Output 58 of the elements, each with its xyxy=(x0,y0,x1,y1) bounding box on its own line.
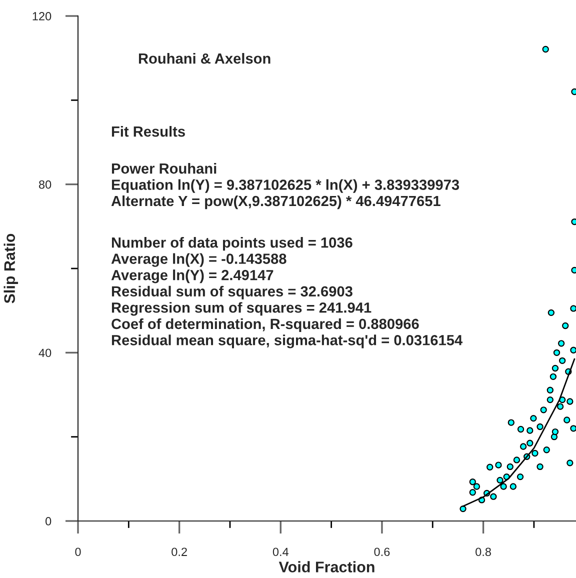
y-tick-label: 120 xyxy=(32,12,52,20)
point xyxy=(546,396,554,404)
point xyxy=(510,483,517,490)
point xyxy=(508,419,514,426)
point xyxy=(566,460,574,466)
point xyxy=(495,462,502,468)
point xyxy=(558,357,566,364)
point xyxy=(536,463,544,470)
y-tick-label: 40 xyxy=(38,348,52,358)
point xyxy=(546,386,554,394)
y-tick-label: 80 xyxy=(38,180,52,189)
point xyxy=(473,483,480,490)
point xyxy=(566,398,574,405)
point xyxy=(500,483,507,490)
point xyxy=(570,346,576,354)
point xyxy=(532,450,538,457)
x-tick-label: 0.4 xyxy=(272,548,289,556)
point xyxy=(558,340,565,347)
annotation: Power Rouhani Equation ln(Y) = 9.387102625 * ln(X) + 3.839339973 Alternate Y = pow(X,9.387102625) * 46.49477651 xyxy=(111,163,460,210)
point xyxy=(552,428,559,436)
x-tick-label: 0.6 xyxy=(374,548,390,556)
x-axis-title: Void Fraction xyxy=(278,561,374,572)
point xyxy=(570,425,576,432)
point xyxy=(517,426,524,433)
point xyxy=(556,403,564,410)
annotation: Number of data points used = 1036 Average ln(X) = -0.143588 Average ln(Y) = 2.49147 Residual sum of squares = 32.6903 Regression sum of squares = 241.941 Coef of determination, R-squared = 0.880966 Residual mean square, sigma-hat-sq'd = 0.0316154 xyxy=(111,237,463,348)
point xyxy=(526,427,534,434)
point xyxy=(570,305,576,312)
x-tick-label: 0.8 xyxy=(476,548,491,556)
point xyxy=(490,493,497,500)
point xyxy=(530,414,537,422)
point xyxy=(553,349,560,356)
point xyxy=(469,489,476,496)
y-axis-title: Slip Ratio xyxy=(4,234,18,304)
point xyxy=(552,364,559,372)
point xyxy=(562,322,569,330)
point xyxy=(543,446,550,454)
point xyxy=(469,478,476,486)
point xyxy=(460,505,466,512)
point xyxy=(550,434,558,440)
annotation: Fit Results xyxy=(112,126,185,137)
point xyxy=(564,416,570,424)
x-tick-label: 0 xyxy=(75,548,81,556)
point xyxy=(516,473,524,480)
point xyxy=(536,423,544,430)
point xyxy=(513,456,520,464)
point xyxy=(486,464,494,470)
point xyxy=(540,406,547,414)
x-tick-label: 0.2 xyxy=(172,548,187,556)
point xyxy=(548,309,555,316)
point xyxy=(506,463,514,470)
point xyxy=(496,476,504,484)
annotation: Rouhani & Axelson xyxy=(138,53,270,64)
point xyxy=(526,440,534,446)
y-tick-label: 0 xyxy=(46,517,52,526)
point xyxy=(520,443,527,450)
point xyxy=(542,46,549,53)
point xyxy=(550,373,557,380)
